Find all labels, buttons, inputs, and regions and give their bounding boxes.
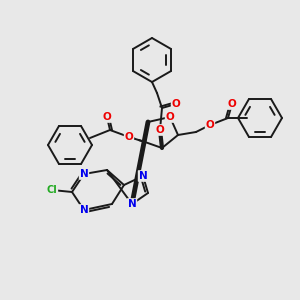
- Text: O: O: [228, 99, 236, 109]
- Text: O: O: [172, 99, 180, 109]
- Text: O: O: [166, 112, 174, 122]
- Text: O: O: [206, 120, 214, 130]
- Text: N: N: [80, 205, 88, 215]
- Text: O: O: [103, 112, 111, 122]
- Text: N: N: [128, 199, 136, 209]
- Text: Cl: Cl: [46, 185, 57, 195]
- Text: O: O: [124, 132, 134, 142]
- Text: O: O: [156, 125, 164, 135]
- Text: N: N: [80, 169, 88, 179]
- Text: N: N: [139, 171, 147, 181]
